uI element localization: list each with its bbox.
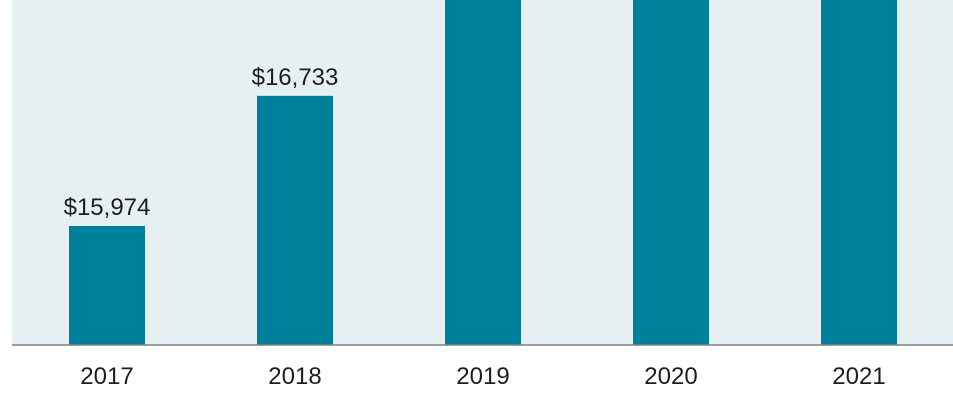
bar-2020 — [633, 0, 709, 345]
x-tick-label-2021: 2021 — [832, 363, 885, 390]
bar-value-label-2018: $16,733 — [252, 64, 339, 91]
bar-value-label-2017: $15,974 — [64, 194, 151, 221]
bar-2017 — [69, 226, 145, 345]
x-tick-label-2019: 2019 — [456, 363, 509, 390]
bars-group — [69, 0, 897, 346]
x-tick-label-2017: 2017 — [80, 363, 133, 390]
bar-2019 — [445, 0, 521, 345]
x-tick-labels-group: 2017 2018 2019 2020 2021 — [80, 363, 885, 390]
x-tick-label-2020: 2020 — [644, 363, 697, 390]
bar-2018 — [257, 95, 333, 345]
x-tick-label-2018: 2018 — [268, 363, 321, 390]
value-labels-group: $15,974$16,733$17,469$18,248$19,033 — [64, 64, 339, 221]
bar-2021 — [821, 0, 897, 346]
